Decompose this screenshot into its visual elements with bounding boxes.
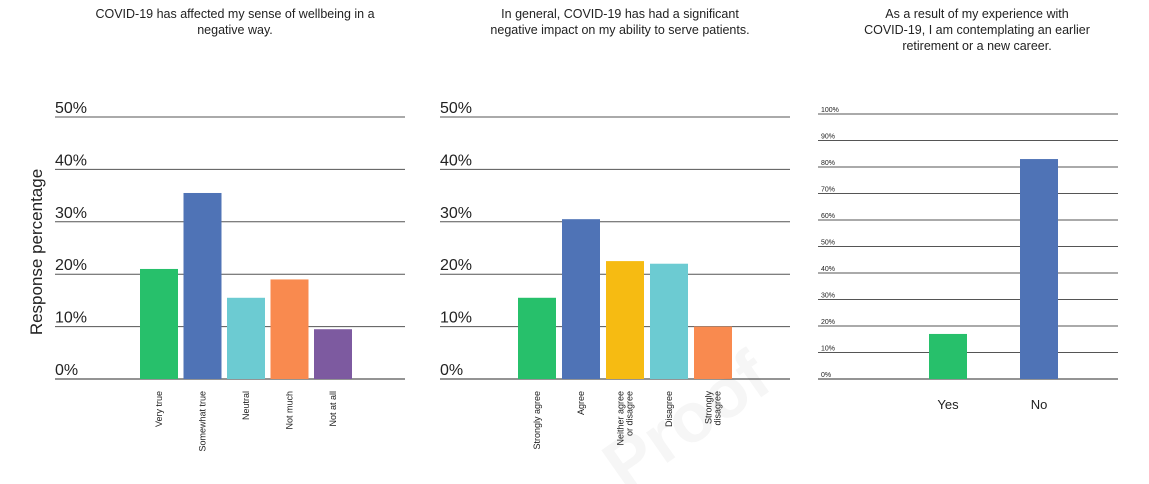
- x-category-label: No: [1031, 397, 1048, 412]
- y-tick-label: 40%: [440, 152, 472, 169]
- y-tick-label: 50%: [821, 240, 835, 247]
- y-tick-label: 50%: [440, 100, 472, 117]
- y-tick-label: 10%: [440, 310, 472, 327]
- y-tick-label: 60%: [821, 213, 835, 220]
- chart-title: COVID-19 has affected my sense of wellbe…: [95, 7, 374, 37]
- x-category-label-line: disagree: [713, 391, 723, 426]
- x-category-label-line: Not much: [285, 391, 295, 430]
- x-category-label-line: Not at all: [328, 391, 338, 427]
- bar: [140, 268, 178, 379]
- bar: [183, 192, 222, 379]
- chart-title-line: COVID-19, I am contemplating an earlier: [864, 23, 1090, 37]
- y-axis-label: Response percentage: [27, 169, 46, 335]
- chart-title-line: retirement or a new career.: [902, 39, 1051, 53]
- chart-title-line: negative impact on my ability to serve p…: [490, 23, 749, 37]
- y-tick-label: 20%: [821, 319, 835, 326]
- bar: [227, 297, 265, 379]
- x-category-label: Very true: [154, 391, 164, 427]
- x-category-label: Yes: [937, 397, 959, 412]
- y-tick-label: 10%: [55, 310, 87, 327]
- x-category-label: Somewhat true: [198, 391, 208, 452]
- x-category-label: Stronglydisagree: [704, 391, 723, 426]
- y-tick-label: 10%: [821, 346, 835, 353]
- bar: [929, 333, 967, 379]
- x-category-label-line: Somewhat true: [198, 391, 208, 452]
- y-tick-label: 40%: [821, 266, 835, 273]
- x-category-label: Neutral: [241, 391, 251, 420]
- bar: [1020, 159, 1058, 379]
- bar: [650, 263, 688, 379]
- chart-title-line: negative way.: [197, 23, 273, 37]
- chart-title-line: COVID-19 has affected my sense of wellbe…: [95, 7, 374, 21]
- x-category-label-line: Strongly: [704, 391, 714, 425]
- y-tick-label: 30%: [821, 293, 835, 300]
- y-tick-label: 30%: [55, 205, 87, 222]
- y-tick-label: 0%: [55, 362, 78, 379]
- chart-title: As a result of my experience with COVID-1…: [864, 7, 1090, 53]
- x-category-label: Not much: [285, 391, 295, 430]
- y-tick-label: 90%: [821, 134, 835, 141]
- x-category-label-line: Disagree: [664, 391, 674, 427]
- charts-layer: COVID-19 has affected my sense of wellbe…: [55, 7, 1118, 452]
- y-tick-label: 80%: [821, 160, 835, 167]
- bar: [562, 219, 600, 379]
- chart-title: In general, COVID-19 has had a significa…: [490, 7, 749, 37]
- x-category-label: Disagree: [664, 391, 674, 427]
- x-category-label: Not at all: [328, 391, 338, 427]
- x-category-label-line: Strongly agree: [532, 391, 542, 450]
- y-tick-label: 50%: [55, 100, 87, 117]
- bar: [518, 297, 556, 379]
- y-tick-label: 20%: [55, 257, 87, 274]
- y-tick-label: 0%: [821, 372, 831, 379]
- bar: [694, 326, 732, 379]
- y-tick-label: 100%: [821, 107, 839, 114]
- y-tick-label: 0%: [440, 362, 463, 379]
- chart-title-line: In general, COVID-19 has had a significa…: [501, 7, 739, 21]
- chart-title-line: As a result of my experience with: [885, 7, 1068, 21]
- bar: [270, 279, 309, 379]
- chart-1: COVID-19 has affected my sense of wellbe…: [55, 7, 405, 452]
- x-category-label-line: Neutral: [241, 391, 251, 420]
- bar: [314, 329, 352, 379]
- x-category-label-line: or disagree: [625, 391, 635, 436]
- y-tick-label: 30%: [440, 205, 472, 222]
- chart-3: As a result of my experience with COVID-1…: [818, 7, 1118, 412]
- y-tick-label: 40%: [55, 152, 87, 169]
- x-category-label: Agree: [576, 391, 586, 415]
- bar: [606, 261, 644, 379]
- y-tick-label: 70%: [821, 187, 835, 194]
- x-category-label: Strongly agree: [532, 391, 542, 450]
- x-category-label: Neither agreeor disagree: [616, 391, 635, 446]
- x-category-label-line: Neither agree: [616, 391, 626, 446]
- y-tick-label: 20%: [440, 257, 472, 274]
- x-category-label-line: Agree: [576, 391, 586, 415]
- x-category-label-line: Very true: [154, 391, 164, 427]
- chart-2: In general, COVID-19 has had a significa…: [440, 7, 790, 450]
